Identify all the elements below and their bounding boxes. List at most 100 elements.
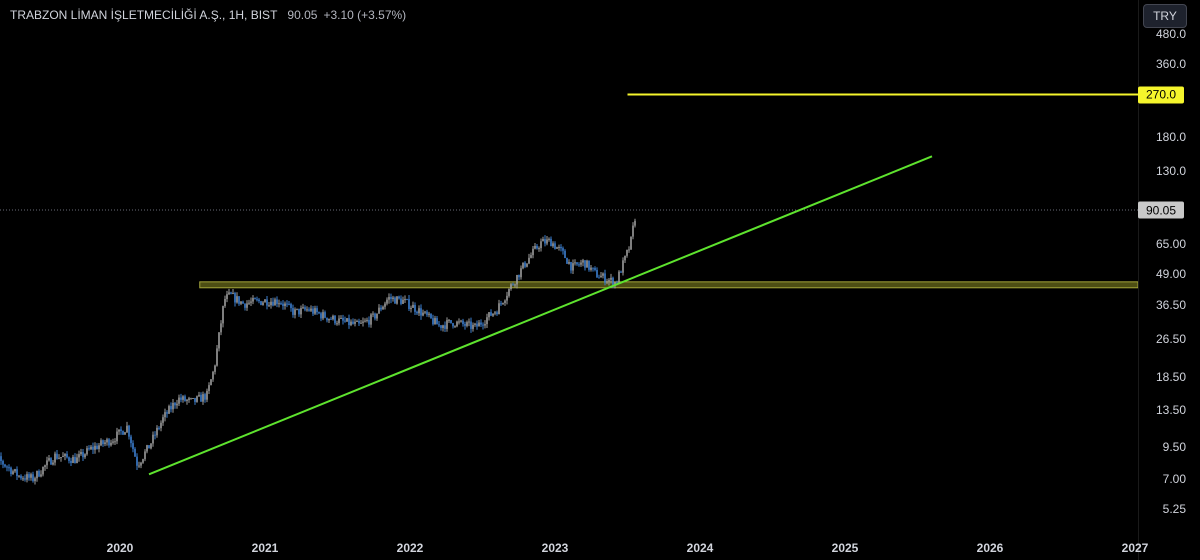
candle-body bbox=[462, 320, 464, 325]
candle-body bbox=[352, 321, 354, 324]
candle-body bbox=[228, 292, 230, 295]
candle-body bbox=[384, 303, 386, 307]
candle-body bbox=[412, 304, 414, 308]
candle-body bbox=[356, 320, 358, 322]
candle-body bbox=[136, 456, 138, 466]
candle-body bbox=[488, 312, 490, 318]
candle-body bbox=[16, 469, 18, 477]
candle-body bbox=[568, 262, 570, 264]
candle-body bbox=[166, 412, 168, 414]
candle-body bbox=[198, 394, 200, 397]
candle-body bbox=[370, 314, 372, 325]
candle-body bbox=[168, 406, 170, 414]
candle-body bbox=[422, 312, 424, 316]
candle-body bbox=[38, 471, 40, 477]
candle-body bbox=[232, 292, 234, 294]
candle-body bbox=[410, 307, 412, 309]
candle-body bbox=[146, 445, 148, 452]
candle-body bbox=[210, 379, 212, 386]
symbol-name[interactable]: TRABZON LİMAN İŞLETMECİLİĞİ A.Ş., 1H, BI… bbox=[10, 8, 278, 22]
candle-body bbox=[48, 458, 50, 461]
candle-body bbox=[508, 288, 510, 296]
candle-body bbox=[118, 429, 120, 432]
candle-body bbox=[562, 248, 564, 251]
candle-body bbox=[236, 296, 238, 303]
time-axis-tick: 2025 bbox=[831, 541, 859, 555]
currency-button[interactable]: TRY bbox=[1143, 4, 1187, 28]
candle-body bbox=[220, 323, 222, 333]
candle-body bbox=[322, 312, 324, 319]
candle-body bbox=[470, 321, 472, 329]
candle-body bbox=[600, 275, 602, 278]
candle-body bbox=[218, 332, 220, 349]
candle-body bbox=[390, 297, 392, 299]
candle-body bbox=[492, 313, 494, 316]
candle-body bbox=[264, 299, 266, 303]
candle-body bbox=[122, 431, 124, 435]
support-zone[interactable] bbox=[199, 281, 1139, 289]
trendline[interactable] bbox=[148, 155, 933, 476]
candle-body bbox=[522, 262, 524, 269]
candle-body bbox=[626, 250, 628, 256]
candle-body bbox=[72, 456, 74, 463]
candle-body bbox=[524, 262, 526, 267]
candle-body bbox=[266, 299, 268, 306]
candle-body bbox=[394, 297, 396, 304]
candle-body bbox=[98, 445, 100, 450]
candle-body bbox=[212, 371, 214, 380]
candle-body bbox=[466, 322, 468, 326]
candle-body bbox=[202, 394, 204, 402]
candle-body bbox=[586, 260, 588, 268]
candle-body bbox=[208, 385, 210, 391]
candle-body bbox=[106, 439, 108, 443]
price-axis-tick: 7.00 bbox=[1162, 471, 1186, 486]
candle-body bbox=[556, 247, 558, 249]
candle-body bbox=[482, 324, 484, 326]
candle-body bbox=[484, 324, 486, 326]
candle-body bbox=[200, 394, 202, 402]
candle-body bbox=[532, 248, 534, 256]
candle-body bbox=[436, 318, 438, 325]
candle-body bbox=[174, 402, 176, 406]
candle-body bbox=[450, 320, 452, 324]
candle-body bbox=[124, 432, 126, 435]
candle-body bbox=[306, 309, 308, 311]
candle-body bbox=[298, 308, 300, 315]
candle-body bbox=[324, 312, 326, 318]
candle-body bbox=[18, 475, 20, 477]
candle-body bbox=[6, 466, 8, 468]
candle-body bbox=[372, 313, 374, 315]
candle-body bbox=[82, 452, 84, 458]
candle-body bbox=[184, 396, 186, 401]
candle-body bbox=[52, 462, 54, 465]
candle-body bbox=[126, 425, 128, 433]
time-axis-tick: 2027 bbox=[1121, 541, 1149, 555]
candle-body bbox=[564, 250, 566, 259]
candle-body bbox=[268, 305, 270, 307]
candle-body bbox=[490, 312, 492, 316]
candle-body bbox=[554, 243, 556, 249]
candle-body bbox=[132, 443, 134, 449]
candle-body bbox=[90, 446, 92, 450]
candle-body bbox=[544, 239, 546, 244]
candle-body bbox=[458, 321, 460, 323]
candle-body bbox=[274, 299, 276, 306]
candle-body bbox=[430, 313, 432, 319]
candle-body bbox=[68, 457, 70, 461]
candle-body bbox=[24, 478, 26, 480]
candle-body bbox=[354, 321, 356, 324]
candle-body bbox=[70, 460, 72, 463]
candle-body bbox=[284, 303, 286, 306]
candle-body bbox=[332, 315, 334, 320]
candle-body bbox=[2, 460, 4, 465]
candle-body bbox=[188, 398, 190, 400]
candle-body bbox=[510, 284, 512, 289]
candle-body bbox=[258, 299, 260, 302]
candle-body bbox=[542, 239, 544, 242]
candle-body bbox=[302, 307, 304, 309]
candle-body bbox=[310, 308, 312, 311]
candle-body bbox=[80, 452, 82, 455]
target-price-tag: 270.0 bbox=[1138, 86, 1184, 104]
